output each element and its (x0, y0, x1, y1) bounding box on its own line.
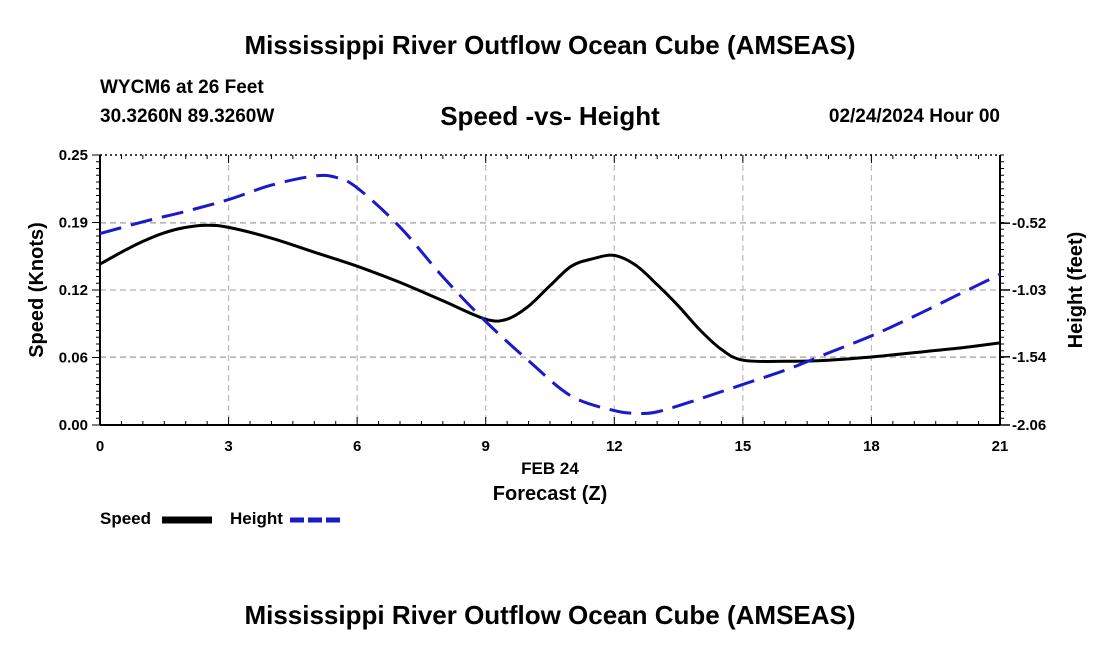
x-tick-label: 18 (863, 438, 880, 455)
footer-title: Mississippi River Outflow Ocean Cube (AM… (244, 600, 856, 630)
x-axis-date-label: FEB 24 (521, 459, 579, 478)
y2-tick-label: -2.06 (1012, 417, 1046, 434)
y-tick-label: 0.25 (59, 147, 88, 164)
x-tick-label: 15 (735, 438, 752, 455)
y-tick-label: 0.12 (59, 282, 88, 299)
y-axis-label: Speed (Knots) (26, 222, 48, 358)
chart-subtitle: Speed -vs- Height (440, 101, 660, 131)
coordinates-label: 30.3260N 89.3260W (100, 106, 275, 127)
x-tick-label: 6 (353, 438, 361, 455)
x-tick-label: 0 (96, 438, 104, 455)
series-line-speed (99, 223, 1001, 363)
y2-tick-label: -1.54 (1012, 349, 1047, 366)
main-title: Mississippi River Outflow Ocean Cube (AM… (244, 30, 856, 60)
x-tick-label: 3 (224, 438, 232, 455)
y2-axis-label: Height (feet) (1065, 232, 1087, 349)
legend-speed-label: Speed (100, 509, 152, 528)
y-tick-label: 0.19 (59, 215, 88, 232)
legend-height-label: Height (230, 509, 283, 528)
y-tick-label: 0.00 (59, 417, 88, 434)
x-axis-label: Forecast (Z) (493, 483, 607, 505)
y2-tick-label: -0.52 (1012, 215, 1046, 232)
datetime-label: 02/24/2024 Hour 00 (828, 106, 1000, 127)
x-tick-label: 12 (606, 438, 623, 455)
x-tick-label: 9 (482, 438, 490, 455)
y2-tick-label: -1.03 (1012, 282, 1046, 299)
series-line-height (99, 173, 1001, 416)
x-tick-label: 21 (992, 438, 1009, 455)
station-label: WYCM6 at 26 Feet (100, 77, 264, 98)
y-tick-label: 0.06 (59, 350, 88, 367)
